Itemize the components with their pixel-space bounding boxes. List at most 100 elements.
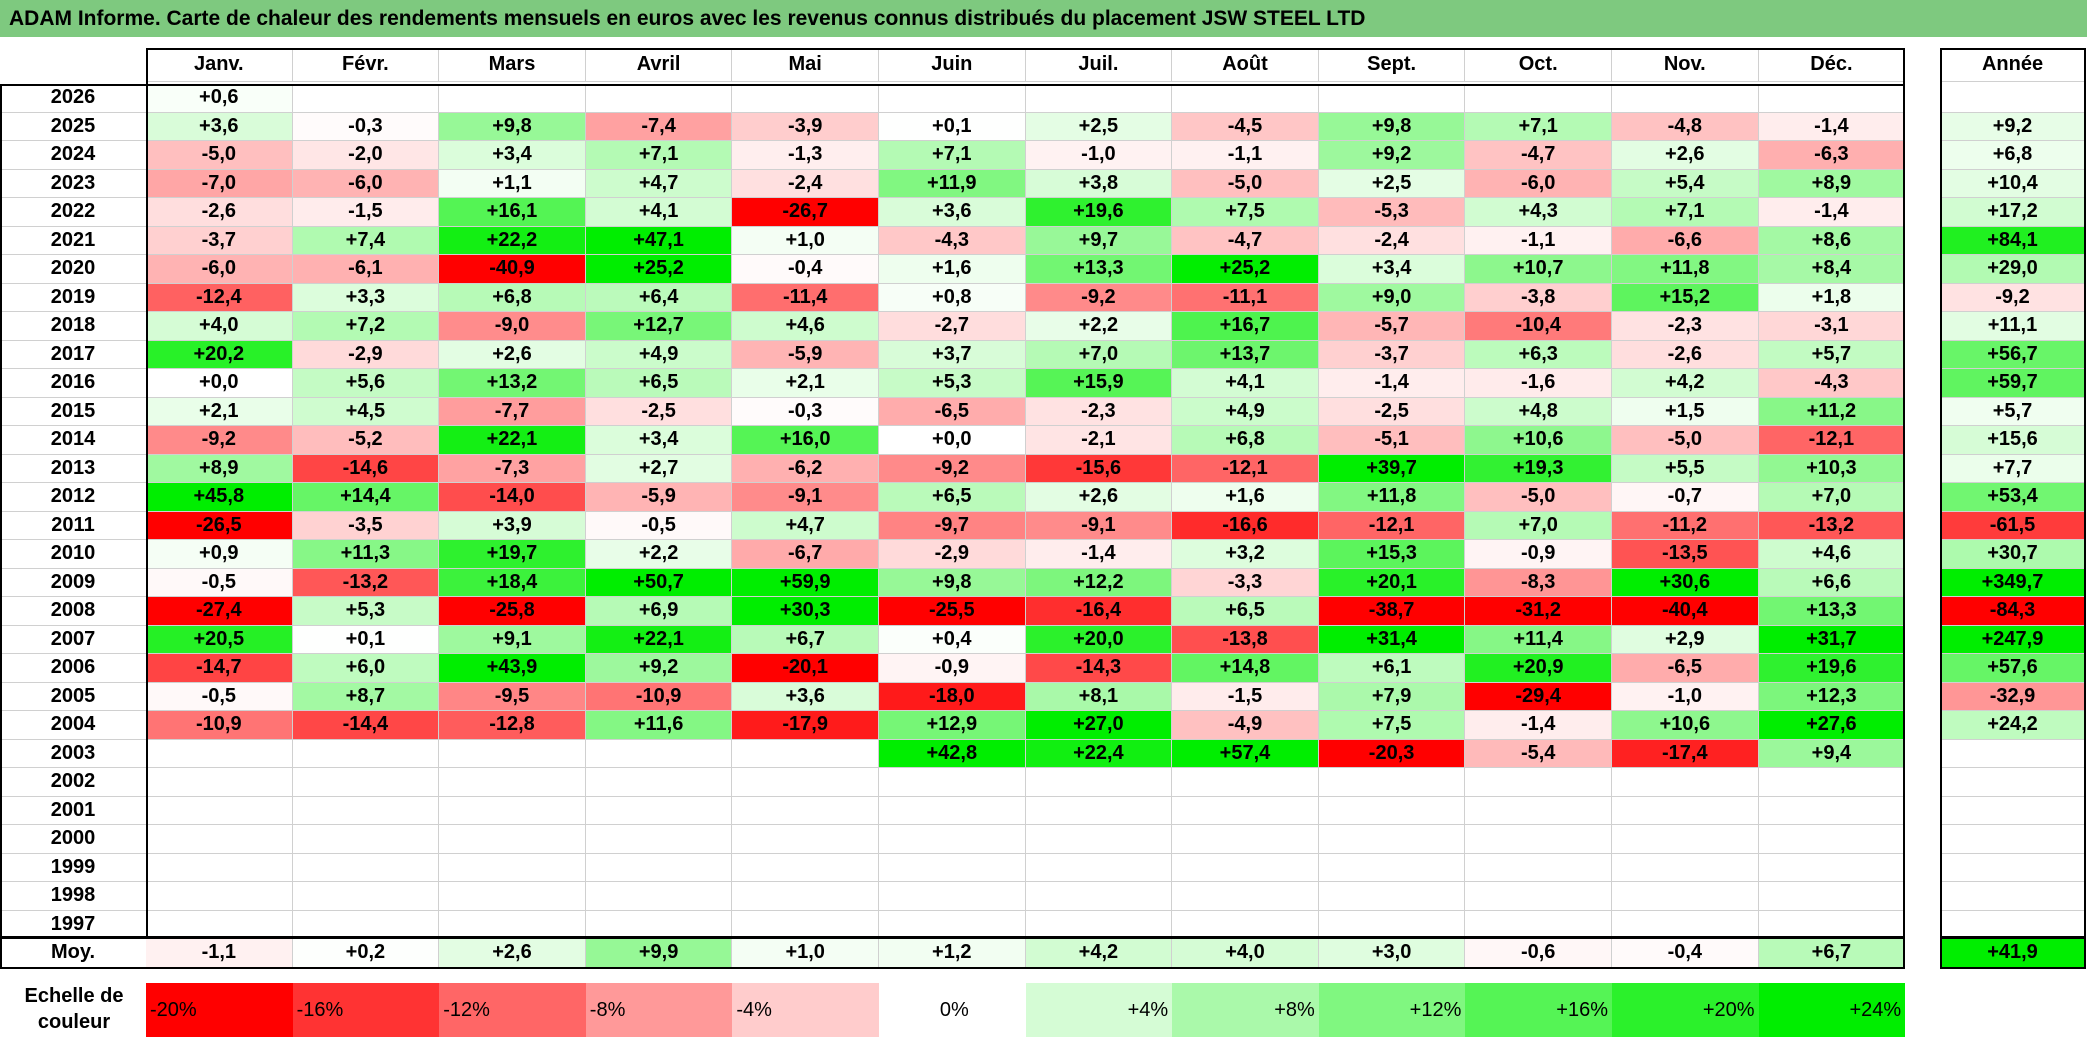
average-cell: +1,0 [732,938,879,968]
heatmap-cell: -3,3 [1172,568,1319,597]
heatmap-cell: -2,6 [146,198,293,227]
heatmap-cell: +20,5 [146,625,293,654]
heatmap-cell: +11,6 [585,711,733,740]
heatmap-cell: +2,6 [439,340,586,369]
heatmap-cell [1612,84,1759,113]
heatmap-cell: +15,2 [1612,283,1759,312]
month-header: Avril [585,48,733,82]
heatmap-cell: +5,3 [292,597,440,626]
heatmap-cell: -4,5 [1172,112,1319,141]
heatmap-cell: +20,2 [146,340,293,369]
annual-cell: +30,7 [1940,540,2086,569]
average-label: Moy. [0,938,146,968]
heatmap-cell: +2,6 [1025,483,1173,512]
heatmap-cell: +6,8 [1172,426,1319,455]
heatmap-cell: +13,2 [439,369,586,398]
annual-cell: -84,3 [1940,597,2086,626]
heatmap-cell: +47,1 [585,226,733,255]
heatmap-cell: +2,9 [1612,625,1759,654]
row-year-label: 2005 [0,682,146,711]
scale-swatch: -8% [585,983,733,1037]
heatmap-cell: +16,7 [1172,312,1319,341]
heatmap-cell: +8,9 [146,454,293,483]
heatmap-cell: +11,4 [1465,625,1612,654]
heatmap-cell: +11,3 [292,540,440,569]
heatmap-cell: -1,4 [1025,540,1173,569]
heatmap-cell: -13,5 [1612,540,1759,569]
heatmap-cell [292,796,440,825]
heatmap-cell [1612,768,1759,797]
heatmap-cell: -7,3 [439,454,586,483]
month-header: Sept. [1318,48,1466,82]
heatmap-cell: +6,4 [585,283,733,312]
heatmap-cell: +4,8 [1465,397,1612,426]
heatmap-cell: +22,1 [439,426,586,455]
annual-cell: +24,2 [1940,711,2086,740]
heatmap-cell: +30,6 [1612,568,1759,597]
average-cell: +6,7 [1758,938,1906,968]
heatmap-cell: -12,1 [1758,426,1906,455]
heatmap-cell [1172,882,1319,911]
annual-cell: +7,7 [1940,454,2086,483]
heatmap-cell: -1,4 [1758,112,1906,141]
heatmap-cell: -3,5 [292,511,440,540]
scale-swatch: -16% [292,983,440,1037]
heatmap-cell: -9,5 [439,682,586,711]
average-cell: +1,2 [879,938,1026,968]
heatmap-cell: +12,9 [879,711,1026,740]
heatmap-cell: +0,1 [292,625,440,654]
heatmap-cell: -3,8 [1465,283,1612,312]
heatmap-cell: -6,3 [1758,141,1906,170]
heatmap-cell: +14,4 [292,483,440,512]
heatmap-cell [1612,910,1759,939]
heatmap-cell: +30,3 [732,597,879,626]
heatmap-cell [1758,825,1906,854]
heatmap-cell: +42,8 [879,739,1026,768]
row-year-label: 2007 [0,625,146,654]
heatmap-cell [439,882,586,911]
heatmap-cell: +6,3 [1465,340,1612,369]
heatmap-cell: +19,3 [1465,454,1612,483]
heatmap-cell: +7,9 [1318,682,1466,711]
heatmap-cell: +7,1 [1465,112,1612,141]
heatmap-cell [439,739,586,768]
heatmap-cell [1318,882,1466,911]
heatmap-cell: -0,9 [879,654,1026,683]
row-year-label: 2017 [0,340,146,369]
heatmap-cell [1172,796,1319,825]
heatmap-cell: -17,4 [1612,739,1759,768]
heatmap-cell: +39,7 [1318,454,1466,483]
heatmap-cell: -7,7 [439,397,586,426]
heatmap-cell: -13,8 [1172,625,1319,654]
row-year-label: 2008 [0,597,146,626]
heatmap-cell [1612,796,1759,825]
heatmap-cell [439,910,586,939]
heatmap-cell: -11,2 [1612,511,1759,540]
heatmap-cell: -10,9 [585,682,733,711]
heatmap-cell: -12,1 [1172,454,1319,483]
heatmap-cell [292,739,440,768]
heatmap-cell: +6,5 [1172,597,1319,626]
heatmap-cell [1318,84,1466,113]
heatmap-cell: +22,4 [1025,739,1173,768]
heatmap-cell [1465,796,1612,825]
heatmap-cell: +0,0 [146,369,293,398]
average-cell: -0,4 [1612,938,1759,968]
heatmap-cell: -2,3 [1612,312,1759,341]
heatmap-cell [1172,910,1319,939]
heatmap-cell: +3,2 [1172,540,1319,569]
heatmap-cell [732,796,879,825]
heatmap-cell: -14,4 [292,711,440,740]
heatmap-cell [146,796,293,825]
heatmap-cell: +4,2 [1612,369,1759,398]
annual-cell: +11,1 [1940,312,2086,341]
heatmap-cell: +5,6 [292,369,440,398]
heatmap-cell: +25,2 [1172,255,1319,284]
scale-label: Echelle de couleur [24,985,124,1033]
heatmap-cell [292,882,440,911]
heatmap-cell [439,796,586,825]
heatmap-cell [439,853,586,882]
heatmap-cell: +7,0 [1758,483,1906,512]
heatmap-cell [585,796,733,825]
